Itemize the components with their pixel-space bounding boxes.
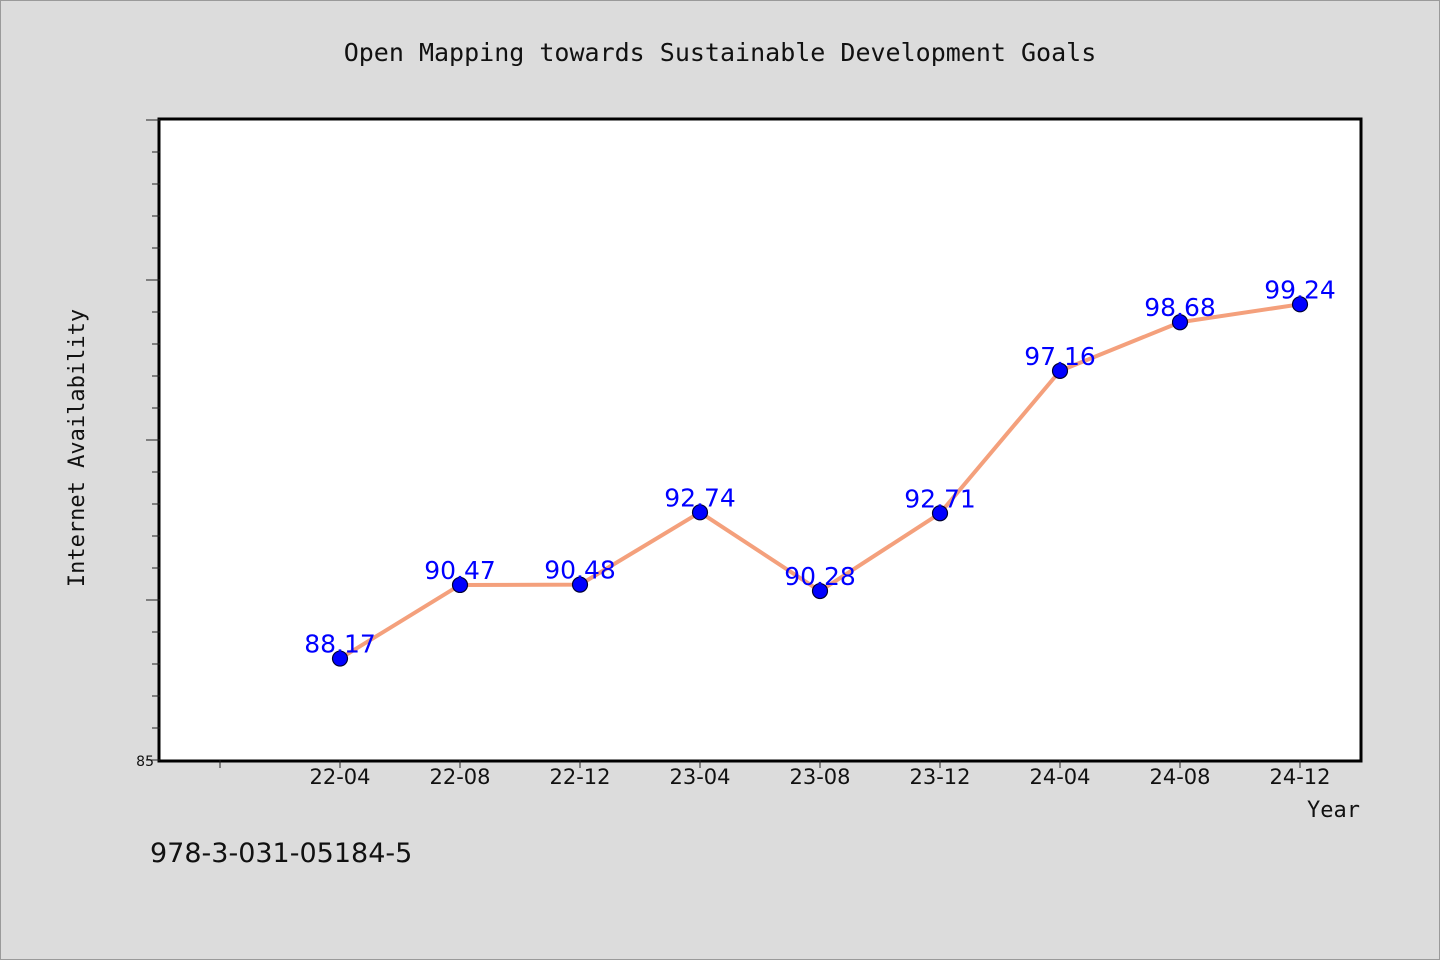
data-label-23-08: 90.28 xyxy=(784,562,856,591)
data-label-23-04: 92.74 xyxy=(664,483,736,512)
x-tick-label-23-04: 23-04 xyxy=(669,765,730,789)
y-axis-title: Internet Availability xyxy=(65,309,90,587)
data-point-24-12 xyxy=(1291,296,1309,313)
data-point-22-04 xyxy=(331,650,349,667)
y-tick-label: 85 xyxy=(136,754,154,770)
x-axis-ticks: 22-04 22-08 22-12 23-04 23-08 23-12 24-04 24-08… xyxy=(219,760,1331,789)
chart-title: Open Mapping towards Sustainable Develop… xyxy=(344,38,1097,67)
x-tick-label-22-12: 22-12 xyxy=(549,765,610,789)
plot-area xyxy=(157,117,1363,763)
data-label-24-04: 97.16 xyxy=(1024,342,1096,371)
data-point-22-08 xyxy=(451,576,469,594)
data-point-22-12 xyxy=(571,576,589,593)
x-tick-label-22-04: 22-04 xyxy=(309,765,370,789)
data-point-24-04 xyxy=(1051,362,1069,379)
data-label-24-12: 99.24 xyxy=(1264,275,1336,304)
data-label-23-12: 92.71 xyxy=(904,484,976,513)
x-axis-title: Year xyxy=(1307,798,1360,823)
x-tick-label-24-12: 24-12 xyxy=(1269,765,1330,789)
x-tick-label-23-12: 23-12 xyxy=(909,765,970,789)
series-group: 88.17 90.47 90.48 92.74 90.28 92.71 97.16 98.68… xyxy=(304,275,1336,667)
y-axis-ticks: 85 xyxy=(136,119,160,770)
data-label-22-04: 88.17 xyxy=(304,630,376,659)
x-tick-label-23-08: 23-08 xyxy=(789,765,850,789)
data-point-24-08 xyxy=(1171,314,1189,331)
data-point-23-08 xyxy=(811,582,829,600)
data-label-22-12: 90.48 xyxy=(544,556,616,585)
data-label-22-08: 90.47 xyxy=(424,556,496,585)
data-label-24-08: 98.68 xyxy=(1144,293,1216,322)
x-tick-label-24-08: 24-08 xyxy=(1149,765,1210,789)
data-point-23-04 xyxy=(691,504,709,521)
data-point-23-12 xyxy=(931,505,949,522)
x-tick-label-22-08: 22-08 xyxy=(429,765,490,789)
footnote-isbn: 978-3-031-05184-5 xyxy=(150,838,412,869)
x-tick-label-24-04: 24-04 xyxy=(1029,765,1090,789)
